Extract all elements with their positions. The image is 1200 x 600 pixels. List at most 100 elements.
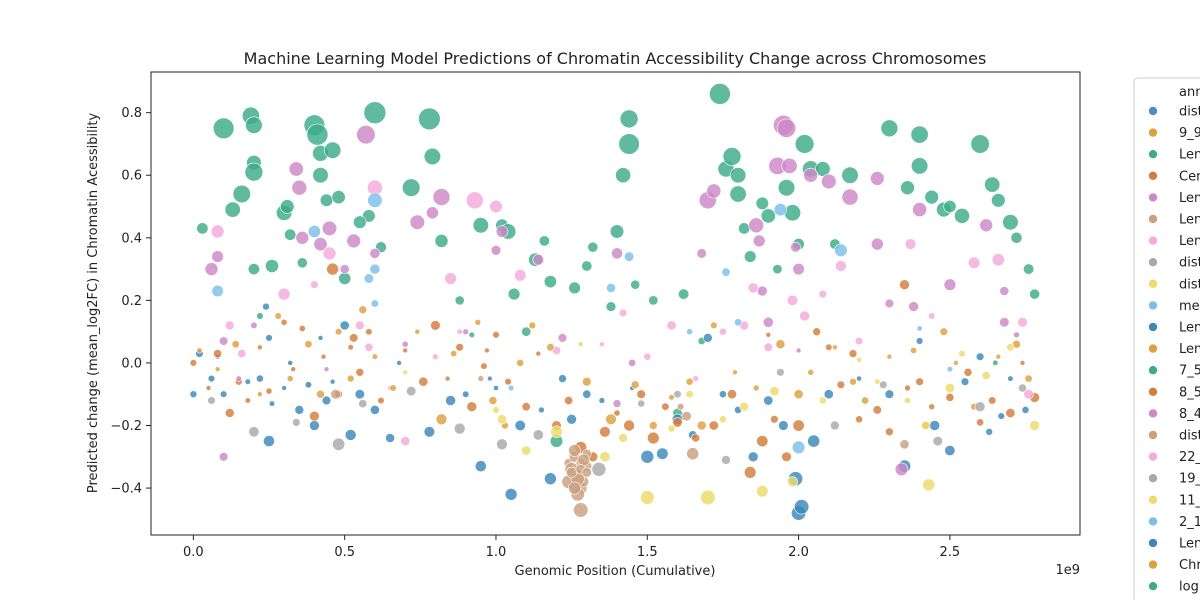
- scatter-point: [324, 141, 342, 159]
- scatter-point: [444, 375, 451, 382]
- scatter-point: [721, 455, 731, 465]
- scatter-point: [248, 426, 260, 438]
- scatter-point: [799, 310, 810, 322]
- scatter-point: [619, 109, 639, 129]
- scatter-point: [763, 342, 773, 352]
- legend-marker: [1148, 559, 1158, 570]
- scatter-point: [189, 359, 198, 367]
- scatter-point: [462, 390, 470, 398]
- scatter-point: [550, 425, 563, 438]
- scatter-point: [400, 436, 411, 446]
- scatter-point: [304, 340, 313, 349]
- scatter-point: [981, 371, 991, 380]
- legend-marker: [1148, 494, 1158, 505]
- scatter-point: [719, 327, 727, 336]
- scatter-point: [435, 413, 448, 426]
- scatter-point: [256, 312, 264, 320]
- scatter-point: [854, 336, 864, 346]
- scatter-point: [685, 377, 694, 386]
- scatter-point: [807, 434, 821, 448]
- scatter-point: [369, 247, 381, 259]
- scatter-point: [219, 390, 228, 398]
- scatter-point: [255, 374, 264, 383]
- scatter-point: [504, 487, 518, 501]
- scatter-point: [795, 347, 802, 354]
- plot-area-frame: [150, 71, 1081, 536]
- scatter-point: [514, 269, 527, 282]
- scatter-point: [1029, 420, 1040, 431]
- scatter-point: [349, 333, 359, 343]
- scatter-point: [648, 295, 659, 306]
- scatter-point: [807, 368, 815, 376]
- scatter-point: [821, 173, 837, 190]
- scatter-point: [262, 302, 270, 311]
- scatter-point: [466, 401, 478, 413]
- scatter-point: [967, 256, 981, 269]
- scatter-point: [791, 440, 806, 455]
- scatter-point: [538, 235, 550, 247]
- scatter-point: [640, 490, 655, 505]
- scatter-point: [257, 344, 263, 351]
- legend-frame: [1133, 77, 1200, 600]
- scatter-point: [1018, 383, 1027, 393]
- scatter-point: [611, 247, 623, 260]
- scatter-point: [210, 224, 225, 239]
- scatter-point: [643, 352, 652, 361]
- scatter-point: [630, 279, 641, 290]
- scatter-point: [618, 433, 628, 443]
- scatter-point: [365, 328, 373, 336]
- scatter-point: [673, 390, 682, 399]
- scatter-point: [231, 340, 240, 349]
- scatter-point: [312, 167, 329, 184]
- scatter-point: [900, 180, 915, 195]
- scatter-point: [615, 167, 631, 184]
- scatter-point: [880, 119, 899, 138]
- scatter-point: [991, 193, 1006, 208]
- scatter-point: [841, 188, 859, 206]
- scatter-point: [685, 390, 694, 399]
- scatter-point: [743, 466, 757, 479]
- scatter-point: [484, 347, 490, 354]
- legend-entry-label: 2_1: [1179, 515, 1200, 530]
- scatter-point: [277, 287, 291, 301]
- scatter-point: [599, 426, 611, 438]
- scatter-point: [280, 318, 288, 326]
- scatter-point: [1022, 263, 1035, 275]
- scatter-point: [815, 161, 831, 177]
- scatter-point: [756, 285, 768, 297]
- scatter-point: [490, 245, 502, 256]
- scatter-point: [591, 461, 607, 477]
- scatter-point: [599, 451, 611, 463]
- scatter-point: [755, 196, 769, 210]
- scatter-point: [363, 273, 375, 284]
- scatter-point: [781, 451, 792, 462]
- scatter-point: [960, 377, 970, 386]
- scatter-point: [734, 318, 743, 327]
- scatter-point: [418, 107, 441, 131]
- scatter-point: [612, 399, 622, 408]
- legend-marker: [1148, 386, 1158, 397]
- scatter-point: [294, 405, 305, 415]
- legend-entry-label: Chr: [1179, 558, 1200, 573]
- scatter-point: [708, 420, 719, 431]
- scatter-point: [581, 260, 593, 272]
- scatter-point: [432, 353, 439, 360]
- scatter-point: [762, 316, 774, 328]
- scatter-point: [516, 358, 525, 367]
- scatter-point: [532, 253, 545, 266]
- scatter-point: [794, 134, 815, 154]
- legend-marker: [1148, 322, 1158, 332]
- y-axis-label: Predicted change (mean_log2FC) in Chroma…: [86, 113, 101, 494]
- scatter-point: [722, 147, 742, 166]
- scatter-point: [988, 396, 997, 405]
- scatter-point: [661, 402, 670, 411]
- scatter-point: [946, 366, 954, 373]
- scatter-point: [792, 263, 805, 276]
- y-tick-label: −0.4: [110, 482, 142, 497]
- legend-marker: [1148, 192, 1158, 203]
- scatter-point: [849, 377, 857, 386]
- legend-entry-label: 19_: [1179, 472, 1200, 487]
- scatter-point: [566, 413, 577, 425]
- scatter-point: [496, 438, 508, 451]
- scatter-point: [1006, 343, 1015, 352]
